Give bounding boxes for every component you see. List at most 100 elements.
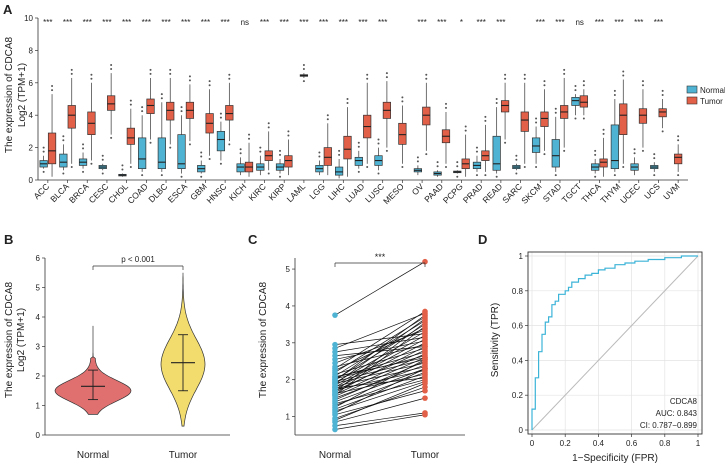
c-pair-line <box>334 336 426 353</box>
a-normal-tgct-box <box>571 97 580 106</box>
a-tumor-meso-outlier <box>401 96 404 99</box>
a-tumor-luad-outlier <box>366 166 369 169</box>
a-tumor-blca-outlier <box>70 68 73 71</box>
a-tumor-thca-box <box>599 158 608 168</box>
a-sig-ucs: *** <box>654 18 663 27</box>
a-normal-ucec-outlier <box>633 148 636 151</box>
a-tumor-dlbc-outlier <box>169 146 172 149</box>
a-normal-skcm-outlier <box>535 117 538 120</box>
a-normal-read-outlier <box>495 98 498 100</box>
a-tumor-acc-box <box>47 132 57 165</box>
a-xtick-label-read: READ <box>481 181 505 205</box>
panel-c: The expression of CDCA8 1 2 3 4 5 *** Normal… <box>258 252 465 461</box>
a-sig-kirp: *** <box>280 18 289 27</box>
a-xtick-label-coad: COAD <box>125 181 149 205</box>
a-normal-tgct-outlier <box>574 89 577 92</box>
a-xtick-label-blca: BLCA <box>48 181 71 204</box>
legend-normal-label: Normal <box>700 86 725 95</box>
a-tumor-ucec-box <box>638 108 648 124</box>
a-tumor-read-outlier <box>504 141 507 144</box>
a-tumor-acc-outlier <box>51 85 54 88</box>
c-pair-line <box>334 312 426 349</box>
c-pair-line <box>334 375 426 410</box>
a-normal-cesc-outlier <box>101 154 104 157</box>
a-tumor-gbm-outlier <box>208 80 211 83</box>
a-xtick-label-dlbc: DLBC <box>146 181 169 204</box>
d-xtick-label: 0.2 <box>560 439 572 448</box>
a-normal-pcpg-outlier <box>456 175 459 178</box>
a-tumor-lusc-outlier <box>385 72 388 75</box>
a-tumor-cesc-outlier <box>110 68 113 71</box>
a-xtick-label-cesc: CESC <box>87 181 111 205</box>
a-normal-kirp-outlier <box>279 153 282 156</box>
c-pair-line <box>334 329 426 364</box>
a-normal-brca-outlier <box>82 143 85 146</box>
a-tumor-paad-outlier <box>444 102 447 105</box>
a-tumor-sarc-outlier <box>523 73 526 76</box>
a-tumor-read-outlier <box>504 73 507 76</box>
a-tumor-skcm-outlier <box>543 80 546 83</box>
a-normal-sarc-outlier <box>515 158 518 161</box>
c-pair-line <box>334 325 426 396</box>
c-ytick-label: 4 <box>286 302 291 311</box>
a-ytick-label: 6 <box>29 79 34 88</box>
a-normal-thca-outlier <box>594 153 597 156</box>
c-point-tumor <box>422 375 428 381</box>
b-pvalue: p < 0.001 <box>121 255 155 264</box>
a-xtick-label-lgg: LGG <box>307 181 327 201</box>
a-tumor-laml-outlier <box>302 63 305 66</box>
b-ylabel-2: Log2 (TPM+1) <box>16 308 27 372</box>
a-normal-brca-outlier <box>82 147 85 150</box>
a-tumor-thym-outlier <box>622 70 625 73</box>
a-tumor-cesc-outlier <box>110 136 113 139</box>
d-ytick-label: 0.4 <box>512 356 524 365</box>
c-pair-line <box>334 346 426 393</box>
a-tumor-ucec-outlier <box>641 80 644 83</box>
a-normal-lihc-outlier <box>338 149 341 152</box>
a-sig-luad: *** <box>358 18 367 27</box>
legend-tumor-swatch <box>686 96 698 105</box>
a-tumor-ov-outlier <box>425 73 428 76</box>
a-tumor-esca-outlier <box>188 79 191 82</box>
a-normal-sarc-outlier <box>515 154 518 157</box>
a-tumor-dlbc-outlier <box>169 68 172 71</box>
a-normal-chol-outlier <box>121 168 124 171</box>
a-sig-kirc: *** <box>260 18 269 27</box>
c-pair-line <box>334 357 426 397</box>
a-tumor-laml-outlier <box>302 68 305 71</box>
a-xtick-label-ucec: UCEC <box>618 181 642 205</box>
d-legend-title: CDCA8 <box>670 397 698 406</box>
a-xtick-label-ov: OV <box>410 181 426 197</box>
a-tumor-kirc-outlier <box>267 122 270 125</box>
a-tumor-stad-outlier <box>563 68 566 71</box>
a-normal-kich-outlier <box>239 148 242 151</box>
a-tumor-hnsc-box <box>225 105 234 121</box>
a-tumor-skcm-outlier <box>543 84 546 87</box>
a-normal-ucs-outlier <box>653 157 656 160</box>
a-normal-read-box <box>492 135 501 171</box>
c-ytick-label: 1 <box>286 413 291 422</box>
a-normal-dlbc-outlier <box>160 97 163 100</box>
a-tumor-coad-outlier <box>149 68 152 71</box>
a-tumor-luad-outlier <box>366 77 369 80</box>
a-normal-esca-box <box>177 134 186 170</box>
a-tumor-hnsc-outlier <box>228 73 231 76</box>
a-sig-chol: *** <box>122 18 131 27</box>
a-normal-luad-outlier <box>357 141 360 144</box>
a-sig-coad: *** <box>142 18 151 27</box>
a-normal-coad-outlier <box>141 110 144 113</box>
a-normal-tgct-outlier <box>574 85 577 88</box>
a-tumor-tgct-outlier <box>582 84 585 87</box>
d-roc-curve <box>531 255 698 430</box>
a-sig-ucec: *** <box>634 18 643 27</box>
d-diagonal <box>531 255 699 431</box>
c-pair-line <box>334 322 426 392</box>
a-tumor-cesc-outlier <box>110 63 113 66</box>
a-tumor-ucec-outlier <box>641 149 644 152</box>
d-xtick-label: 0.8 <box>659 439 671 448</box>
c-point-tumor <box>422 310 428 317</box>
c-ytick-label: 2 <box>286 376 291 385</box>
a-normal-esca-outlier <box>180 110 183 113</box>
a-sig-lihc: *** <box>339 18 348 27</box>
a-sig-kich: ns <box>241 18 249 27</box>
